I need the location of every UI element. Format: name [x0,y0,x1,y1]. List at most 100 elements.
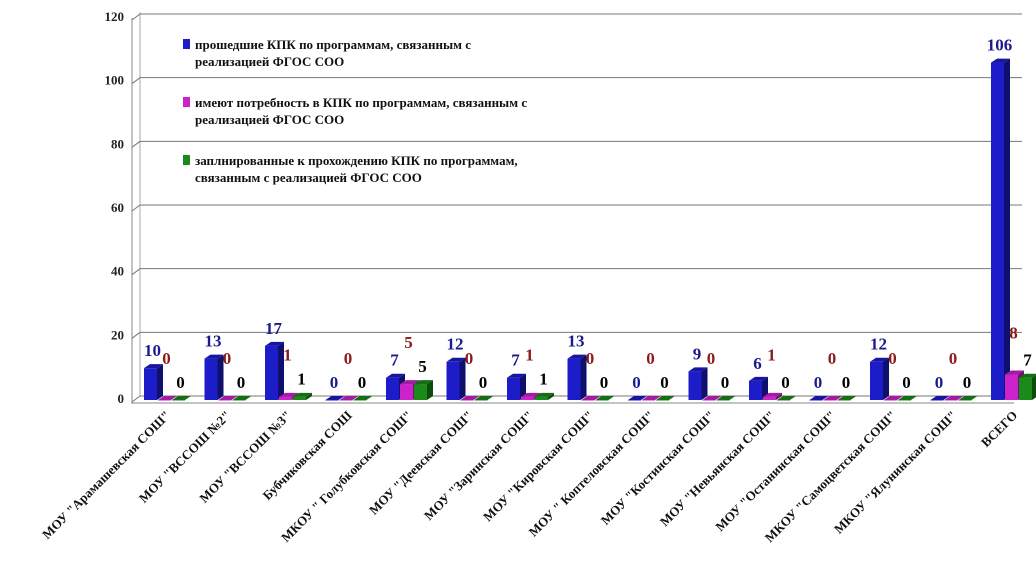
data-label: 7 [511,351,520,370]
data-label: 12 [870,335,887,354]
bar-top [474,396,494,400]
data-label: 0 [465,349,474,368]
bar-side [217,354,224,400]
bar [702,396,722,401]
bar-top [446,357,466,362]
y-tick-label: 120 [105,9,125,24]
bar [158,396,177,401]
bar-side [883,357,889,400]
bar [991,58,1010,401]
bar-front [567,358,581,400]
data-label: 0 [358,373,367,392]
data-label: 0 [176,373,185,392]
bar-side [548,392,554,400]
bar [325,396,345,401]
data-label: 1 [283,346,292,365]
bar-top [293,392,312,397]
data-label: 0 [632,373,641,392]
bar-top [930,396,950,400]
bar [716,396,736,401]
bar-front [204,358,218,400]
bar-top [218,396,238,400]
bar-top [837,396,857,400]
data-label: 5 [404,333,413,352]
bar-front [777,400,790,401]
bar [144,364,163,400]
bar [628,396,647,401]
x-tick-label: МОУ "Заринская СОШ" [421,408,536,523]
bar [837,396,857,401]
bar-top [325,396,345,400]
bar-side [459,357,466,400]
legend-entry: прошедшие КПК по программам, связанным с… [183,36,533,70]
bar [809,396,829,401]
data-label: 0 [781,373,790,392]
data-label: 0 [721,373,730,392]
bar-top [414,380,433,385]
bar-front [400,384,413,400]
bar-front [809,400,823,401]
bar-top [339,396,359,400]
data-label: 0 [842,373,851,392]
bar [642,396,661,401]
bar-front [474,400,488,401]
bar-top [656,396,675,400]
bar [474,396,494,401]
data-label: 0 [223,349,232,368]
bar [232,396,252,401]
data-label: 0 [344,349,353,368]
legend-label: прошедшие КПК по программам, связанным с… [195,37,472,69]
bar [460,396,480,401]
bar [898,396,917,401]
data-label: 0 [162,349,171,368]
bar-side [1032,375,1036,400]
data-label: 0 [646,349,655,368]
data-label: 7 [390,351,399,370]
x-tick-label: МКОУ "Ялунинская СОШ" [831,408,960,537]
bar-top [386,373,405,378]
bar-top [688,367,708,372]
y-tick-label: 80 [111,136,124,151]
x-tick-label: МОУ "Кировская СОШ" [480,408,597,525]
bar-front [898,400,911,401]
bar-front [386,377,399,400]
bar [204,354,224,400]
legend-label: заплнированные к прохождению КПК по прог… [195,153,518,185]
bar-top [958,396,978,400]
bar-top [642,396,661,400]
legend-entry: имеют потребность в КПК по программам, с… [183,94,533,128]
legend-swatch [183,97,190,107]
x-tick-label: МОУ "Костинская СОШ" [598,408,718,528]
bar-top [279,392,298,397]
x-tick-label: МОУ " Коптеловская СОШ" [525,408,657,540]
bar-top [1005,370,1024,375]
bar-front [628,400,641,401]
bar-top [884,396,903,400]
bar-front [944,400,958,401]
bar-front [446,361,460,400]
bar-front [688,371,702,400]
bar-front [958,400,972,401]
x-tick-label: МКОУ "Самоцветская СОШ" [762,408,900,546]
data-label: 0 [949,349,958,368]
bar-top [628,396,647,400]
bar [567,354,587,400]
bar-front [144,368,157,400]
bar-top [898,396,917,400]
bar-side [157,364,163,400]
bar [884,396,903,401]
bar-front [763,396,776,400]
data-label: 1 [525,346,534,365]
bar-top [507,373,526,378]
x-tick-label: МОУ "Останинская СОШ" [712,408,839,535]
data-label: 7 [1023,351,1032,370]
bar-front [172,400,185,401]
data-label: 12 [447,335,464,354]
bar-side [762,376,768,400]
y-tick-label: 0 [118,391,125,406]
data-label: 0 [888,349,897,368]
data-label: 0 [828,349,837,368]
bar-top [777,396,796,400]
bar-top [991,58,1010,63]
bar-top [1019,373,1036,378]
